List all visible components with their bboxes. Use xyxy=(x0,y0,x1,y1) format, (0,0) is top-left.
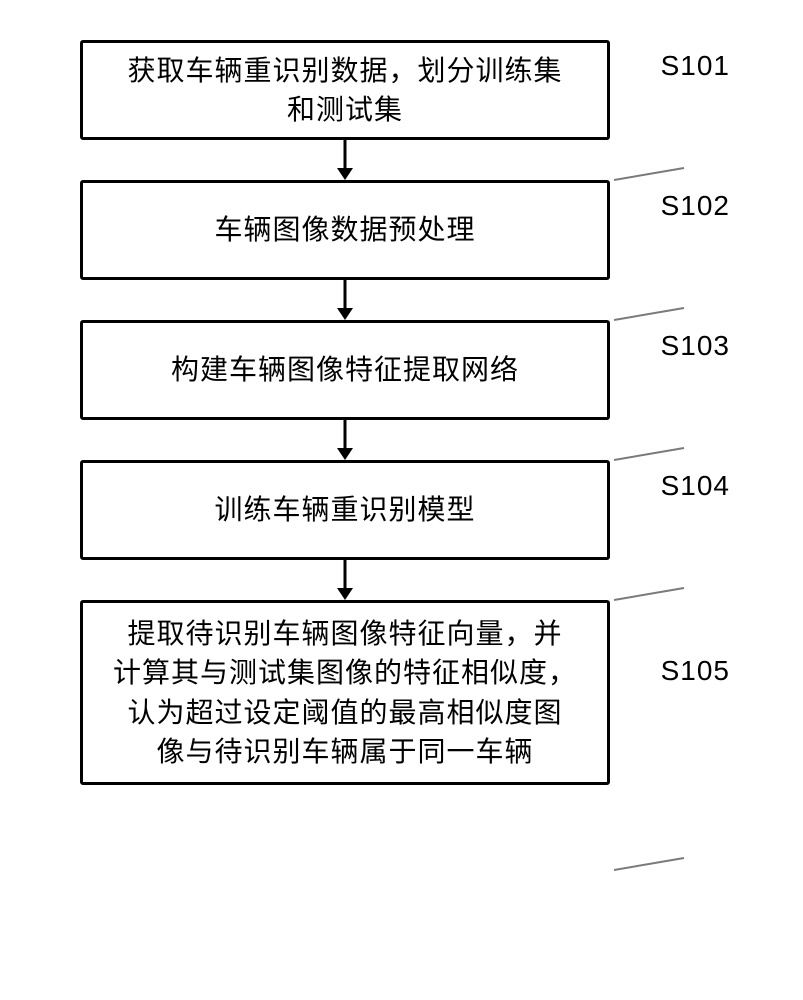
flow-step-S103: 构建车辆图像特征提取网络S103 xyxy=(80,320,610,420)
arrow-down-icon xyxy=(80,280,610,320)
flow-step-S105: 提取待识别车辆图像特征向量，并 计算其与测试集图像的特征相似度， 认为超过设定阈… xyxy=(80,600,610,785)
step-label: S101 xyxy=(661,50,730,82)
arrow-down-icon xyxy=(80,420,610,460)
arrow-down-icon xyxy=(80,140,610,180)
flow-node-text: 车辆图像数据预处理 xyxy=(214,210,475,249)
flow-node-text: 获取车辆重识别数据，划分训练集 和测试集 xyxy=(127,51,562,129)
flow-node: 构建车辆图像特征提取网络 xyxy=(80,320,610,420)
flow-node-text: 提取待识别车辆图像特征向量，并 计算其与测试集图像的特征相似度， 认为超过设定阈… xyxy=(113,614,577,771)
step-label: S104 xyxy=(661,470,730,502)
step-label: S102 xyxy=(661,190,730,222)
flow-node-text: 训练车辆重识别模型 xyxy=(214,490,475,529)
flow-node-text: 构建车辆图像特征提取网络 xyxy=(171,350,519,389)
step-label: S103 xyxy=(661,330,730,362)
flow-node: 提取待识别车辆图像特征向量，并 计算其与测试集图像的特征相似度， 认为超过设定阈… xyxy=(80,600,610,785)
arrow-down-icon xyxy=(80,560,610,600)
flow-node: 训练车辆重识别模型 xyxy=(80,460,610,560)
step-label: S105 xyxy=(661,655,730,687)
flow-node: 获取车辆重识别数据，划分训练集 和测试集 xyxy=(80,40,610,140)
flow-step-S101: 获取车辆重识别数据，划分训练集 和测试集S101 xyxy=(80,40,610,140)
flow-step-S102: 车辆图像数据预处理S102 xyxy=(80,180,610,280)
flow-step-S104: 训练车辆重识别模型S104 xyxy=(80,460,610,560)
flow-node: 车辆图像数据预处理 xyxy=(80,180,610,280)
